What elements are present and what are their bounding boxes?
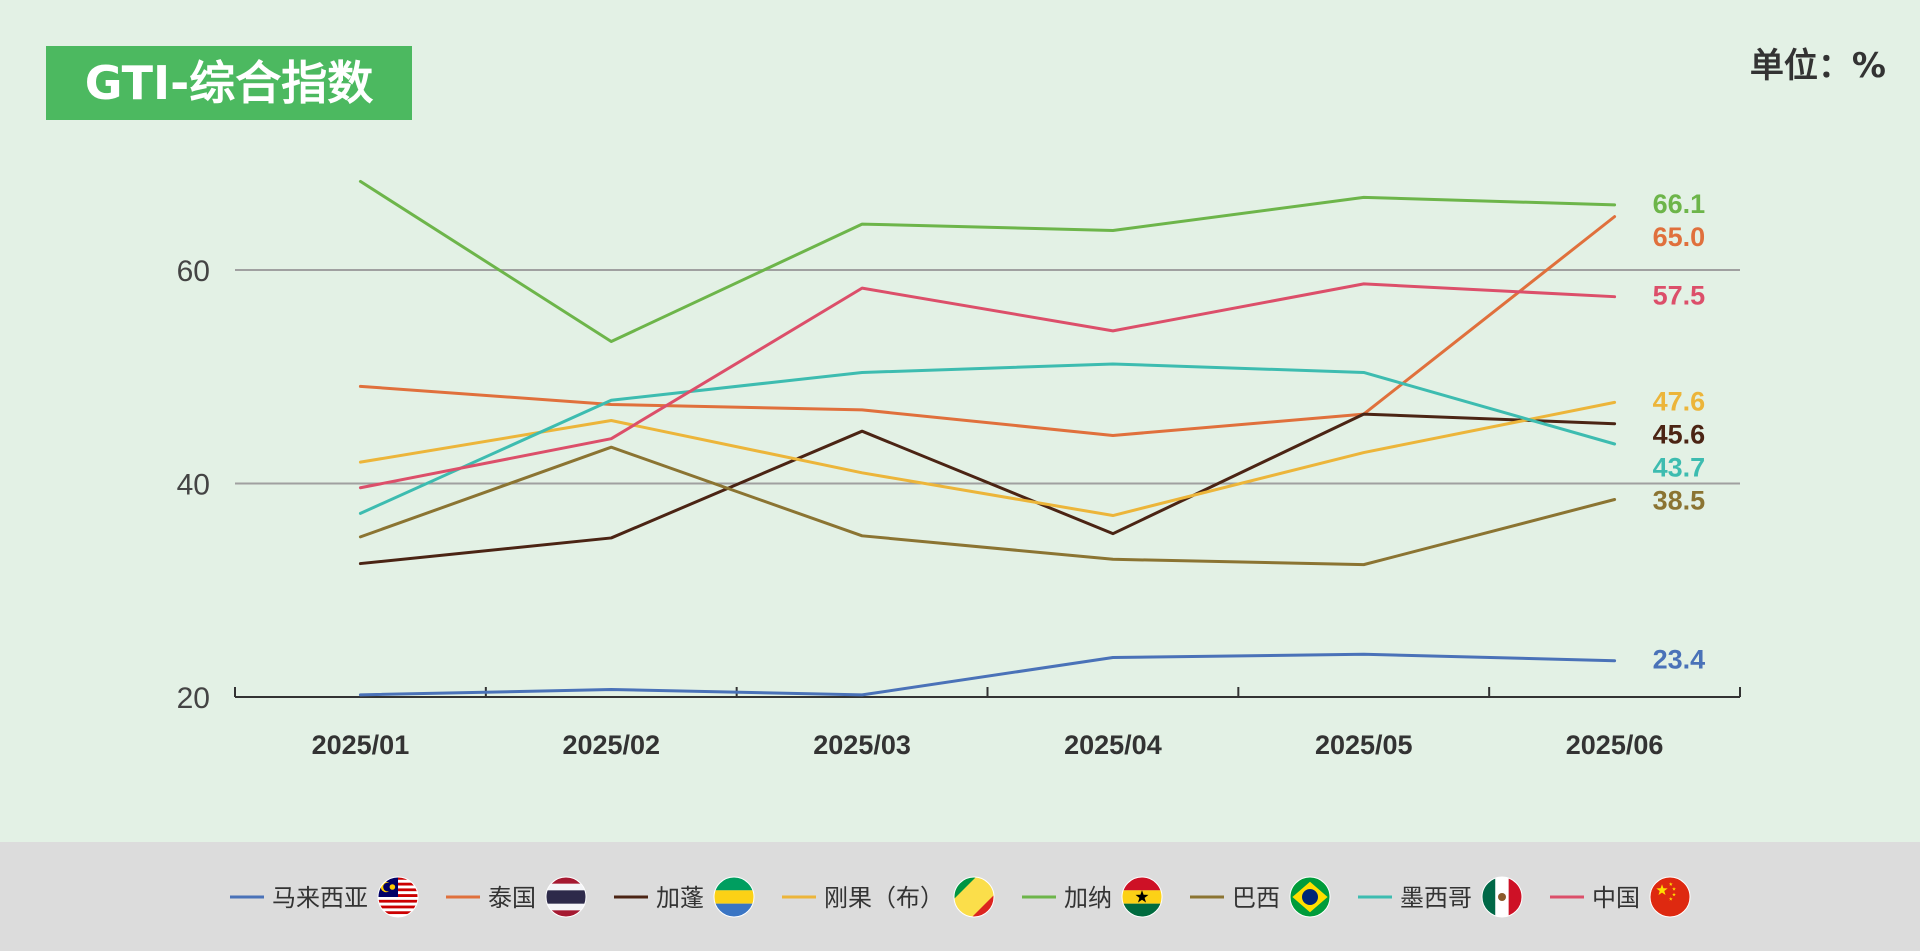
y-tick-label: 40 [177,469,210,502]
legend: 马来西亚 泰国 加蓬 刚果（布） 加纳 巴西 墨西哥 中国 [230,876,1691,918]
thailand-flag-icon [545,876,587,918]
end-value-label: 66.1 [1653,189,1706,219]
series-line-6 [358,362,1617,515]
ghana-flag-icon [1121,876,1163,918]
series-line-4 [358,179,1617,344]
x-tick-label: 2025/02 [562,730,660,760]
series-line-2 [358,412,1617,566]
congo-flag-icon [953,876,995,918]
end-value-label: 45.6 [1653,419,1706,449]
legend-item: 巴西 [1190,876,1331,918]
x-tick-label: 2025/04 [1064,730,1162,760]
china-flag-icon [1649,876,1691,918]
unit-label: 单位：% [1749,46,1886,86]
end-value-label: 65.0 [1653,222,1706,252]
legend-label: 加蓬 [656,884,704,912]
x-tick-label: 2025/03 [813,730,911,760]
legend-item: 泰国 [446,876,587,918]
end-labels: 66.165.0 57.5 47.645.643.738.5 23.4 [1653,189,1706,675]
legend-label: 刚果（布） [824,884,944,912]
chart-title: GTI-综合指数 [46,46,412,120]
x-tick-label: 2025/01 [312,730,410,760]
x-tick-label: 2025/05 [1315,730,1413,760]
malaysia-flag-icon [377,876,419,918]
end-value-label: 38.5 [1653,485,1706,515]
mexico-flag-icon [1481,876,1523,918]
legend-item: 加蓬 [614,876,755,918]
legend-label: 马来西亚 [272,884,368,912]
legend-label: 墨西哥 [1400,884,1472,912]
series-lines [358,179,1617,697]
end-value-label: 23.4 [1653,645,1706,675]
legend-label: 加纳 [1064,884,1112,912]
x-tick-label: 2025/06 [1566,730,1664,760]
gabon-flag-icon [713,876,755,918]
y-tick-label: 60 [177,255,210,288]
y-tick-label: 20 [177,682,210,715]
series-line-7 [358,282,1617,490]
series-line-1 [358,215,1617,437]
series-line-3 [358,400,1617,518]
series-line-5 [358,445,1617,567]
brazil-flag-icon [1289,876,1331,918]
legend-label: 泰国 [488,884,536,912]
legend-label: 中国 [1592,884,1640,912]
legend-item: 加纳 [1022,876,1163,918]
axes: 20 40 60 2025/01 2025/02 2025/03 2025/04 2025/0… [177,255,1741,760]
series-line-0 [358,652,1617,697]
end-value-label: 43.7 [1653,452,1706,482]
legend-label: 巴西 [1232,884,1280,912]
end-value-label: 57.5 [1653,281,1706,311]
legend-item: 中国 [1550,876,1691,918]
legend-item: 墨西哥 [1358,876,1523,918]
end-value-label: 47.6 [1653,386,1706,416]
